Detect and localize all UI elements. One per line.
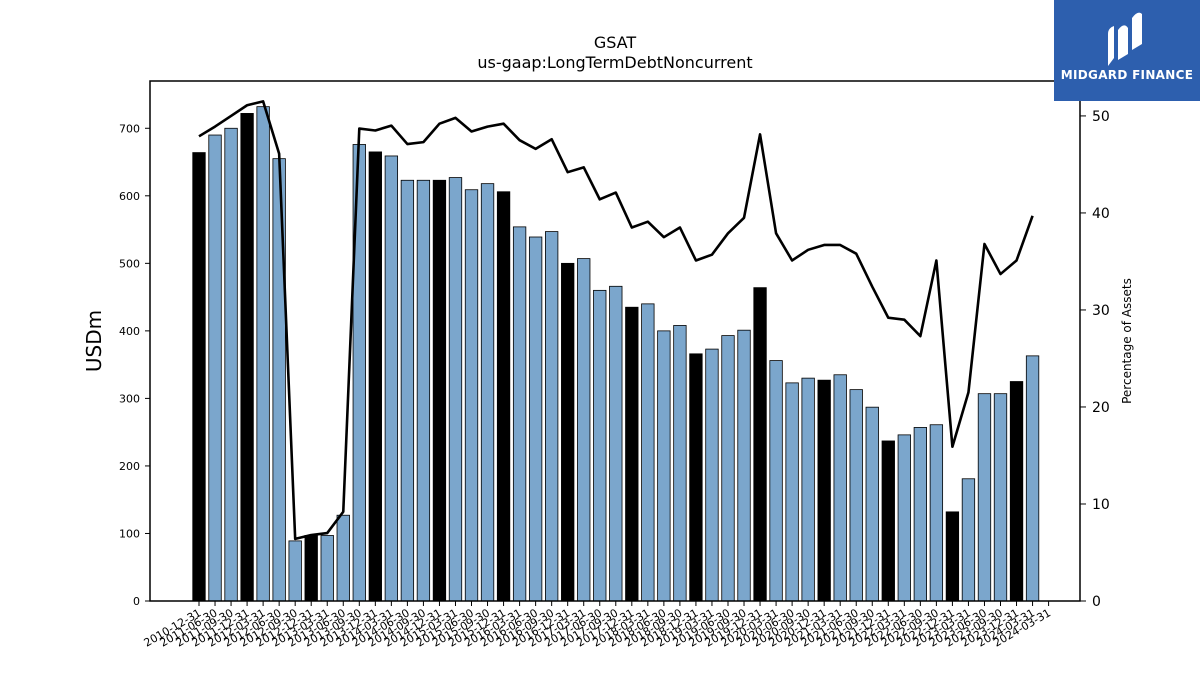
y-tick-label: 700 [119, 122, 140, 135]
plot-frame [149, 80, 1081, 602]
bar [817, 379, 831, 602]
y-axis-label: USDm [82, 310, 106, 372]
bar [400, 179, 415, 602]
bar [448, 177, 463, 602]
y-axis: 0 100 200 300 400 500 600 700 [119, 122, 150, 608]
bar [240, 113, 254, 602]
bar [897, 434, 911, 602]
bar [288, 540, 302, 602]
bar [977, 393, 992, 602]
y-tick-label: 0 [133, 595, 140, 608]
bar [320, 535, 334, 602]
bar [304, 535, 318, 602]
brand-name: MIDGARD FINANCE [1060, 68, 1194, 82]
bar [384, 155, 399, 602]
bar [913, 427, 927, 602]
bar [224, 127, 238, 602]
bar [192, 152, 206, 602]
y2-tick-label: 10 [1092, 497, 1110, 513]
bar [609, 285, 623, 602]
bar [705, 348, 719, 602]
y-tick-label: 100 [119, 527, 140, 540]
bar [641, 303, 655, 602]
y-tick-label: 400 [119, 325, 140, 338]
bar [689, 353, 703, 602]
y-tick-label: 200 [119, 460, 140, 473]
bar [849, 389, 863, 602]
bar [737, 329, 751, 602]
y-tick-label: 500 [119, 257, 140, 270]
bar [801, 377, 815, 602]
bar [945, 511, 960, 602]
brand-logo: MIDGARD FINANCE [1054, 0, 1200, 101]
bar [721, 335, 735, 602]
bar [368, 151, 382, 602]
bar [961, 478, 976, 602]
y2-axis-label: Percentage of Assets [1120, 278, 1134, 404]
bar [753, 287, 767, 602]
bar [785, 382, 799, 602]
bar [833, 374, 847, 602]
bar [208, 134, 222, 602]
bar [416, 179, 431, 602]
bar [993, 393, 1008, 602]
bar [561, 262, 575, 602]
bar [336, 514, 350, 602]
y2-tick-label: 0 [1092, 594, 1101, 610]
bar [272, 158, 286, 602]
bar [577, 258, 591, 602]
bars-group [192, 106, 1040, 602]
bar [625, 306, 639, 602]
bar [480, 183, 495, 602]
bar [657, 330, 671, 602]
bar [256, 106, 270, 602]
y2-tick-label: 20 [1092, 400, 1110, 416]
bar [496, 191, 511, 602]
bar [432, 179, 447, 602]
x-axis: 2010-12-312011-06-302011-09-302011-12-31… [142, 601, 1053, 650]
bar [528, 236, 543, 602]
bar [464, 189, 479, 602]
y2-tick-label: 30 [1092, 303, 1110, 319]
logo-mark-icon [1108, 12, 1142, 66]
bar [593, 289, 607, 602]
line-series [198, 100, 1034, 541]
y2-tick-label: 40 [1092, 206, 1110, 222]
chart-subtitle: us-gaap:LongTermDebtNoncurrent [477, 53, 752, 72]
y-tick-label: 600 [119, 190, 140, 203]
bar [929, 424, 944, 602]
bar [545, 231, 559, 602]
y2-tick-label: 50 [1092, 109, 1110, 125]
bar [865, 406, 879, 602]
bar [881, 440, 895, 602]
line-group [198, 100, 1034, 541]
chart-title: GSAT [594, 33, 637, 52]
y2-axis: 0 10 20 30 40 50 [1080, 109, 1110, 610]
bar [512, 226, 527, 602]
bar [769, 360, 783, 602]
bar [1025, 355, 1040, 602]
y-tick-label: 300 [119, 392, 140, 405]
bar [673, 325, 687, 602]
bar [1009, 381, 1024, 602]
